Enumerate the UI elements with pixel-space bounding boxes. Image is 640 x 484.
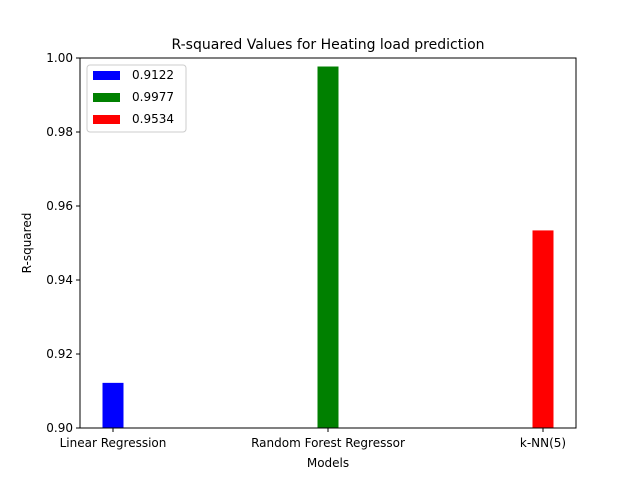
y-axis-ticks: 0.90 0.92 0.94 0.96 0.98 1.00 bbox=[46, 51, 80, 435]
x-tick-label-2: Random Forest Regressor bbox=[251, 436, 405, 450]
legend-label-2: 0.9977 bbox=[132, 90, 174, 104]
legend-label-3: 0.9534 bbox=[132, 112, 174, 126]
x-axis-label: Models bbox=[307, 456, 349, 470]
bar-2 bbox=[317, 66, 339, 428]
legend-swatch-2 bbox=[93, 93, 120, 102]
y-tick-label-1: 0.90 bbox=[46, 421, 73, 435]
bars-layer bbox=[102, 66, 554, 428]
legend-swatch-3 bbox=[93, 115, 120, 124]
bar-1 bbox=[102, 382, 124, 428]
legend-swatch-1 bbox=[93, 71, 120, 80]
y-tick-label-4: 0.96 bbox=[46, 199, 73, 213]
y-tick-label-5: 0.98 bbox=[46, 125, 73, 139]
x-axis-ticks: Linear Regression Random Forest Regressor… bbox=[60, 428, 566, 450]
legend: 0.9122 0.9977 0.9534 bbox=[86, 64, 187, 133]
plot-frame bbox=[79, 57, 577, 429]
y-tick-label-6: 1.00 bbox=[46, 51, 73, 65]
bar-3 bbox=[532, 230, 554, 428]
y-tick-label-2: 0.92 bbox=[46, 347, 73, 361]
chart-title: R-squared Values for Heating load predic… bbox=[171, 37, 484, 53]
x-tick-label-3: k-NN(5) bbox=[520, 436, 566, 450]
legend-label-1: 0.9122 bbox=[132, 68, 174, 82]
y-tick-label-3: 0.94 bbox=[46, 273, 73, 287]
y-axis-label: R-squared bbox=[20, 213, 34, 274]
x-tick-label-1: Linear Regression bbox=[60, 436, 167, 450]
